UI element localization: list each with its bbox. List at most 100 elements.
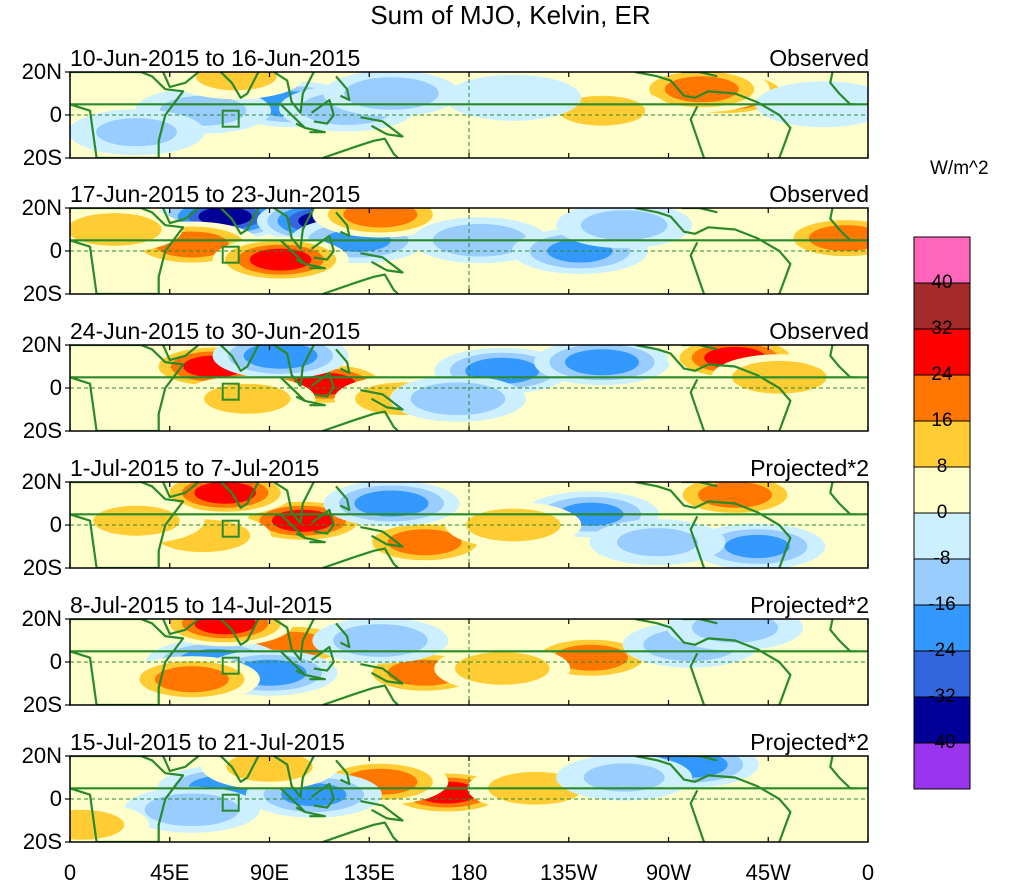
anomaly-blob [323,482,460,527]
panel-status: Observed [769,181,869,207]
longitude-label: 0 [861,860,875,885]
coastline [162,756,200,773]
coastline [681,619,718,625]
reference-box [221,519,240,538]
colorbar-label: -8 [933,548,951,569]
coastline [70,345,857,431]
reference-box [221,656,240,675]
longitude-label: 135W [540,860,598,885]
colorbar-swatch [913,420,971,468]
colorbar [913,236,971,790]
panel-status: Projected*2 [750,455,869,481]
reference-box [221,382,240,401]
anomaly-blob [70,208,183,253]
coastline [635,208,792,294]
colorbar-label: 16 [931,410,953,431]
map-panel [65,207,869,295]
anomaly-blob [179,375,316,422]
anomaly-blob [70,109,205,156]
colorbar-label: -24 [928,640,956,661]
panel-date-range: 17-Jun-2015 to 23-Jun-2015 [70,181,361,207]
coastline [70,482,857,568]
coastline [273,208,315,250]
colorbar-units: W/m^2 [930,158,989,179]
panel-status: Projected*2 [750,729,869,755]
panel-date-range: 1-Jul-2015 to 7-Jul-2015 [70,455,320,481]
coastline [829,72,868,106]
coastline [360,389,404,411]
coastline [310,645,335,672]
coastline [635,345,792,431]
coastline [322,137,399,158]
anomaly-blob [123,786,260,833]
coastline [70,756,857,842]
anomaly-blob [323,72,460,117]
coastline [335,75,351,102]
colorbar-label: 8 [936,456,948,477]
latitude-label: 20N [21,332,62,357]
coastline [689,241,706,294]
anomaly-blob [445,74,582,121]
anomaly-blob [389,375,526,422]
colorbar-swatch [913,742,971,790]
latitude-label: 20N [21,469,62,494]
map-panel [65,481,869,569]
anomaly-blob [589,519,726,566]
coastline [681,756,718,762]
coastline [360,116,404,138]
figure-title: Sum of MJO, Kelvin, ER [370,0,651,30]
anomaly-blob [633,72,770,113]
coastline [360,663,404,685]
coastline [335,622,351,649]
coastline [162,619,200,636]
coastline [304,536,326,544]
panel-status: Observed [769,45,869,71]
colorbar-swatch [913,604,971,652]
colorbar-swatch [913,328,971,376]
coastline [635,482,792,568]
latitude-label: 20S [22,829,62,854]
coastline [162,208,200,225]
coastline [335,759,351,786]
latitude-label: 20N [21,59,62,84]
anomaly-blob [201,756,338,790]
anomaly-blob [667,482,803,518]
coastline [322,547,399,568]
coastline [310,782,335,809]
anomaly-blob [312,208,449,238]
coastline [335,348,351,374]
coastline [304,673,326,681]
longitude-label: 0 [63,860,77,885]
colorbar-swatch [913,696,971,744]
colorbar-swatch [913,650,971,698]
coastline [322,273,399,294]
coastline [219,208,260,235]
map-panel [65,344,869,432]
map-panel [65,618,869,706]
coastline [273,619,315,661]
coastline [360,252,404,274]
latitude-label: 0 [49,238,62,263]
colorbar-swatch [913,558,971,606]
map-panel [65,71,869,159]
coastline [689,652,706,705]
anomaly-blob [556,756,693,801]
coastline [310,234,335,261]
latitude-label: 20N [21,743,62,768]
latitude-label: 0 [49,512,62,537]
coastline [829,482,868,516]
colorbar-swatch [913,282,971,330]
coastline [681,345,718,351]
coastline [219,482,260,509]
coastline [635,619,792,705]
colorbar-label: 32 [931,318,953,339]
anomaly-blob [157,482,294,516]
reference-box [221,793,240,812]
latitude-label: 0 [49,786,62,811]
colorbar-swatch [913,512,971,560]
map-panel [65,755,869,843]
coastline [829,756,868,790]
coastline [304,262,326,270]
coastline [310,371,335,398]
